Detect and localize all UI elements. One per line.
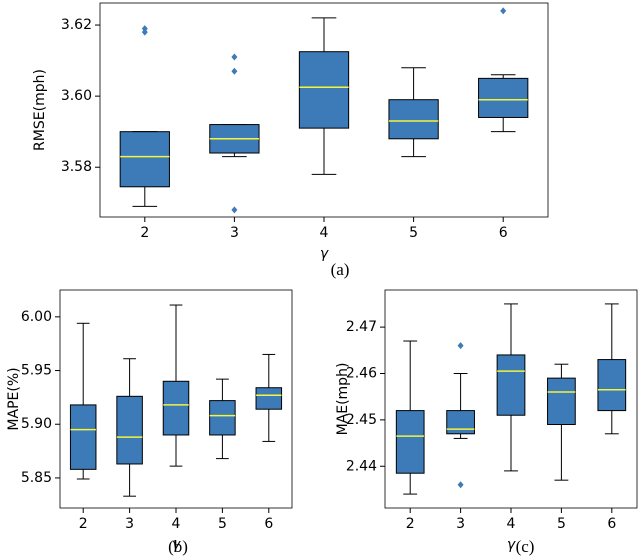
x-tick-label: 4 <box>507 516 516 532</box>
x-tick-label: 3 <box>456 516 465 532</box>
y-tick-label: 2.46 <box>346 365 377 381</box>
y-axis-label: MAPE(%) <box>6 367 22 430</box>
y-axis-label: RMSE(mph) <box>32 69 48 151</box>
y-tick-label: 2.47 <box>346 319 377 335</box>
box <box>119 131 170 188</box>
x-axis-label: γ <box>320 246 329 262</box>
x-tick-label: 6 <box>264 516 273 532</box>
flier <box>141 28 148 36</box>
box <box>395 410 425 474</box>
caption: (c) <box>516 537 535 556</box>
box <box>162 380 190 436</box>
y-axis-label: MAE(mph) <box>335 363 351 436</box>
box <box>478 77 529 118</box>
y-tick-label: 5.90 <box>21 416 52 432</box>
x-tick-label: 3 <box>125 516 134 532</box>
box <box>547 377 576 426</box>
y-tick-label: 5.95 <box>21 363 52 379</box>
box <box>69 404 97 470</box>
box <box>597 359 627 412</box>
flier <box>457 342 464 350</box>
y-tick-label: 2.44 <box>346 458 377 474</box>
flier <box>457 481 464 489</box>
x-tick-label: 2 <box>140 225 149 241</box>
x-tick-label: 3 <box>230 225 239 241</box>
box <box>496 354 526 416</box>
x-tick-label: 5 <box>218 516 227 532</box>
x-tick-label: 5 <box>557 516 566 532</box>
y-tick-label: 3.60 <box>61 88 92 104</box>
flier <box>231 53 238 61</box>
box <box>116 395 143 465</box>
box <box>446 410 475 435</box>
x-tick-label: 2 <box>79 516 88 532</box>
y-tick-label: 3.62 <box>61 17 92 33</box>
y-tick-label: 6.00 <box>21 309 52 325</box>
y-tick-label: 5.85 <box>21 470 52 486</box>
x-tick-label: 4 <box>172 516 181 532</box>
flier <box>231 206 238 214</box>
y-tick-label: 3.58 <box>61 159 92 175</box>
x-axis-label: γ <box>507 537 516 553</box>
x-tick-label: 4 <box>320 225 329 241</box>
y-tick-label: 2.45 <box>346 412 377 428</box>
x-tick-label: 5 <box>409 225 418 241</box>
flier <box>141 25 148 33</box>
x-tick-label: 2 <box>406 516 415 532</box>
flier <box>500 7 507 15</box>
caption: (a) <box>331 260 350 279</box>
x-tick-label: 6 <box>607 516 616 532</box>
caption: (b) <box>168 537 188 556</box>
box <box>255 387 283 410</box>
box <box>298 51 350 129</box>
x-axis-label: γ <box>172 537 181 553</box>
x-tick-label: 6 <box>499 225 508 241</box>
box <box>388 99 439 140</box>
flier <box>231 67 238 75</box>
box <box>209 400 236 436</box>
